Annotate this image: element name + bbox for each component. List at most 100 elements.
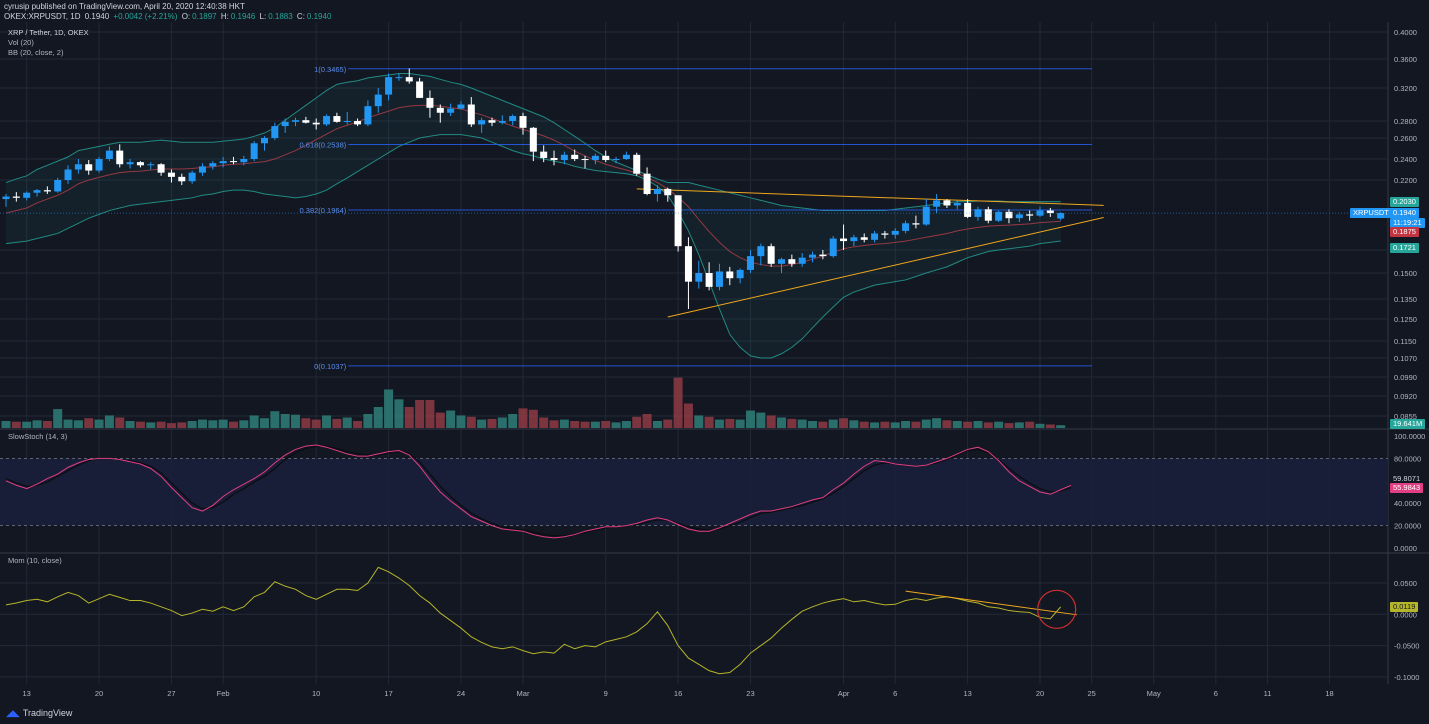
candle-body	[292, 120, 300, 122]
y-tick-label: 0.0920	[1394, 392, 1417, 401]
candle-body	[612, 159, 620, 161]
volume-bar	[994, 421, 1004, 428]
y-tick-label: 0.0855	[1394, 412, 1417, 421]
volume-bar	[559, 419, 569, 428]
candle-body	[43, 190, 51, 192]
candle-body	[550, 157, 558, 161]
candle-body	[819, 254, 827, 257]
close-value: 0.1940	[306, 12, 332, 21]
volume-bar	[777, 417, 786, 428]
stoch-y-tick: 100.0000	[1394, 432, 1425, 441]
candle-body	[860, 237, 868, 240]
mom-y-tick: -0.1000	[1394, 673, 1419, 682]
candle-body	[1057, 213, 1065, 219]
volume-bar	[291, 414, 301, 428]
volume-bar	[694, 415, 704, 428]
volume-bar	[187, 421, 197, 428]
volume-bar	[870, 422, 880, 428]
candle-body	[871, 233, 879, 240]
volume-bar	[508, 414, 518, 428]
basis-badge: 0.1875	[1390, 227, 1419, 238]
volume-bar	[901, 421, 911, 428]
volume-bar	[632, 416, 642, 428]
y-tick-label: 0.3600	[1394, 55, 1417, 64]
candle-body	[416, 81, 424, 98]
last-price-badge: 0.1940	[1390, 208, 1419, 219]
candle-body	[85, 164, 93, 171]
candle-body	[664, 188, 672, 196]
open-value: 0.1897	[192, 12, 217, 21]
volume-bar	[270, 411, 280, 428]
volume-bar	[166, 423, 176, 428]
y-tick-label: 0.1070	[1394, 354, 1417, 363]
candle-body	[343, 121, 351, 122]
x-tick-label: 13	[23, 689, 31, 698]
volume-bar	[932, 418, 942, 428]
candle-body	[705, 273, 713, 287]
volume-bar	[311, 419, 321, 428]
volume-bar	[963, 421, 973, 428]
volume-bar	[549, 420, 559, 428]
volume-bar	[756, 412, 766, 428]
volume-bar	[11, 421, 21, 428]
x-tick-label: 10	[312, 689, 320, 698]
y-tick-label: 0.3200	[1394, 84, 1417, 93]
candle-body	[312, 122, 320, 125]
candle-body	[105, 150, 113, 159]
volume-bar	[115, 417, 125, 428]
volume-bar	[32, 420, 42, 428]
mom-y-tick: 0.0000	[1394, 610, 1417, 619]
tradingview-logo[interactable]: ◢◣ TradingView	[6, 708, 73, 718]
candle-body	[674, 195, 682, 247]
candle-body	[684, 246, 692, 282]
volume-bar	[394, 399, 404, 428]
candle-body	[602, 155, 610, 161]
x-tick-label: 23	[746, 689, 754, 698]
volume-bar	[911, 421, 921, 428]
mom-title: Mom (10, close)	[8, 556, 62, 565]
candle-body	[447, 108, 455, 113]
volume-bar	[663, 419, 673, 428]
volume-bar	[135, 421, 145, 428]
stoch-band-fill	[0, 458, 1388, 526]
countdown-badge: 11:19:21	[1390, 218, 1425, 229]
x-tick-label: 9	[604, 689, 608, 698]
x-tick-label: 11	[1264, 689, 1272, 698]
volume-bar	[570, 421, 580, 428]
candle-body	[840, 238, 848, 242]
candle-body	[1026, 214, 1034, 216]
volume-bar	[487, 418, 497, 428]
volume-bar	[63, 419, 73, 428]
high-value: 0.1946	[230, 12, 256, 21]
x-tick-label: 18	[1325, 689, 1333, 698]
volume-bar	[642, 414, 652, 428]
volume-bar	[435, 412, 445, 428]
candle-body	[540, 151, 548, 158]
volume-bar	[787, 418, 797, 428]
volume-bar	[839, 418, 849, 428]
candle-body	[333, 116, 341, 122]
y-tick-label: 0.1150	[1394, 337, 1416, 346]
candle-body	[498, 121, 506, 123]
candle-body	[798, 257, 806, 264]
upper-band-badge: 0.2030	[1390, 196, 1419, 207]
volume-bar	[84, 418, 94, 428]
volume-bar	[952, 421, 962, 428]
stoch-y-tick: 20.0000	[1394, 522, 1421, 531]
candle-body	[178, 176, 186, 182]
candle-body	[581, 159, 589, 161]
volume-bar	[22, 421, 32, 428]
candle-body	[995, 211, 1003, 221]
x-tick-label: Feb	[217, 689, 230, 698]
symbol-label[interactable]: OKEX:XRPUSDT, 1D	[4, 12, 81, 21]
candle-body	[726, 271, 734, 279]
chart-canvas[interactable]: 13 20 27 Feb 10 17 24 Mar 9 16 23 Apr 6 13 20 25 May 6 11 1…	[0, 22, 1429, 704]
candle-body	[964, 202, 972, 217]
volume-bar	[42, 421, 52, 428]
candle-body	[974, 209, 982, 217]
stoch-d-badge: 55.9843	[1390, 483, 1424, 494]
candle-body	[1046, 210, 1054, 214]
volume-bar	[332, 418, 342, 428]
footer-bar: ◢◣ TradingView	[0, 704, 1429, 724]
volume-bar	[404, 407, 414, 428]
